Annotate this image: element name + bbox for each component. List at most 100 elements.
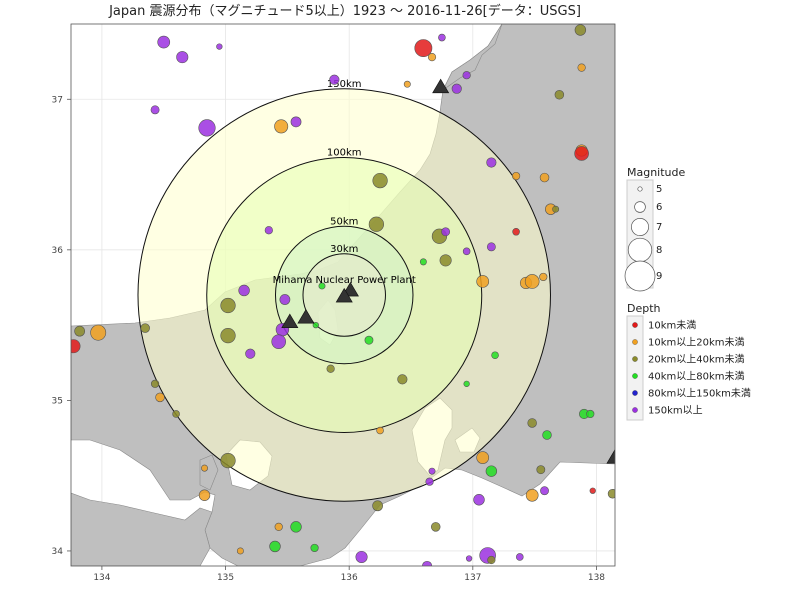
- quake-point: [465, 555, 473, 562]
- quake-point: [527, 418, 537, 428]
- chart-title: Japan 震源分布（マグニチュード5以上）1923 ～ 2016-11-26[…: [108, 3, 581, 19]
- plant-triangle-icon: [297, 308, 315, 324]
- legend-depth-title: Depth: [627, 302, 661, 315]
- quake-point: [274, 522, 283, 531]
- legend-magnitude-label: 7: [656, 222, 662, 233]
- plant-triangle-icon: [335, 287, 353, 303]
- quake-point: [476, 275, 490, 288]
- quake-point: [236, 547, 244, 555]
- quake-point: [511, 171, 521, 181]
- quake-point: [403, 80, 411, 88]
- quake-point: [155, 392, 165, 403]
- land-noto-peninsula: [442, 24, 503, 91]
- legend-depth-symbol: [632, 322, 638, 328]
- quake-point: [473, 494, 485, 506]
- quake-point: [172, 410, 180, 418]
- quake-point: [216, 43, 223, 50]
- quake-point: [419, 258, 427, 266]
- quake-point: [552, 205, 560, 213]
- y-tick-label-0: 34: [52, 547, 64, 557]
- legend-depth-symbol: [632, 390, 638, 396]
- power-plants: [281, 78, 615, 464]
- quake-point: [372, 172, 388, 189]
- x-tick-label-1: 135: [217, 573, 234, 583]
- quake-point: [198, 489, 211, 501]
- quake-point: [364, 335, 374, 345]
- legend-depth-symbol: [632, 373, 638, 379]
- legend-magnitude-label: 9: [656, 271, 662, 282]
- quake-point: [220, 452, 236, 469]
- center-label: Mihama Nuclear Power Plant: [273, 275, 416, 286]
- quake-point: [589, 487, 596, 494]
- quake-point: [326, 364, 335, 373]
- quake-point: [290, 521, 302, 533]
- legend-depth-symbol: [632, 356, 638, 362]
- quake-point: [310, 543, 319, 553]
- y-tick-label-2: 36: [52, 246, 64, 256]
- quake-point: [238, 284, 250, 297]
- legend-depth-symbol: [632, 407, 638, 413]
- legend-magnitude-label: 6: [656, 202, 662, 213]
- quake-point: [536, 465, 546, 475]
- legend-depth: Depth 10km未満 10km以上20km未満 20km以上40km未満 40km…: [626, 302, 751, 421]
- quake-point: [220, 328, 236, 344]
- x-tick-label-4: 138: [588, 573, 605, 583]
- quake-point: [397, 374, 408, 385]
- legend-depth-label: 10km以上20km未満: [648, 337, 745, 349]
- quake-point: [439, 254, 452, 267]
- quake-point: [198, 119, 216, 137]
- quake-point: [462, 247, 471, 256]
- quake-point: [542, 430, 552, 440]
- quake-point: [476, 451, 490, 464]
- ring-label-150km: 150km: [327, 79, 362, 90]
- legend-depth-label: 40km以上80km未満: [648, 371, 745, 383]
- quake-point: [428, 467, 436, 475]
- quake-point: [269, 540, 281, 553]
- plant-triangle-icon: [432, 78, 450, 94]
- quake-point: [430, 522, 441, 532]
- x-tick-label-0: 134: [93, 573, 110, 583]
- y-tick-label-1: 35: [52, 396, 63, 406]
- quake-point: [245, 348, 256, 359]
- quake-point: [463, 380, 470, 387]
- quake-point: [451, 83, 462, 94]
- quake-point: [512, 227, 520, 236]
- plant-triangle-icon: [606, 449, 615, 464]
- quake-point: [271, 334, 287, 349]
- quake-point: [140, 323, 150, 333]
- legend-depth-label: 20km以上40km未満: [648, 354, 745, 366]
- quake-point: [540, 486, 549, 496]
- legend-magnitude-symbol: [634, 201, 646, 213]
- quake-point: [524, 274, 540, 289]
- quake-point: [368, 216, 385, 232]
- quake-point: [176, 51, 189, 64]
- quake-point: [264, 226, 273, 235]
- quake-point: [279, 294, 291, 305]
- quake-point: [274, 119, 289, 134]
- quake-point: [157, 35, 171, 49]
- quake-point: [577, 63, 586, 72]
- quake-point: [71, 339, 81, 354]
- legend-depth-label: 80km以上150km未満: [648, 388, 751, 400]
- quake-point: [150, 105, 160, 115]
- quake-point: [491, 351, 499, 360]
- land-awaji: [199, 454, 219, 491]
- quake-point: [425, 477, 434, 486]
- quake-point: [574, 24, 587, 36]
- legend-depth-symbol: [632, 339, 638, 345]
- quake-point: [201, 464, 208, 472]
- ring-label-50km: 50km: [330, 216, 358, 227]
- legend-magnitude-label: 8: [656, 245, 662, 256]
- quake-point: [427, 53, 437, 62]
- legend-depth-box: [626, 315, 644, 421]
- quake-point: [525, 488, 539, 502]
- earthquake-points: [71, 24, 615, 566]
- quake-point: [150, 379, 160, 388]
- quake-point: [74, 325, 86, 337]
- legend-depth-label: 10km未満: [648, 320, 696, 332]
- quake-point: [318, 282, 326, 290]
- quake-point: [376, 426, 384, 435]
- quake-point: [312, 321, 319, 329]
- quake-point: [462, 71, 471, 80]
